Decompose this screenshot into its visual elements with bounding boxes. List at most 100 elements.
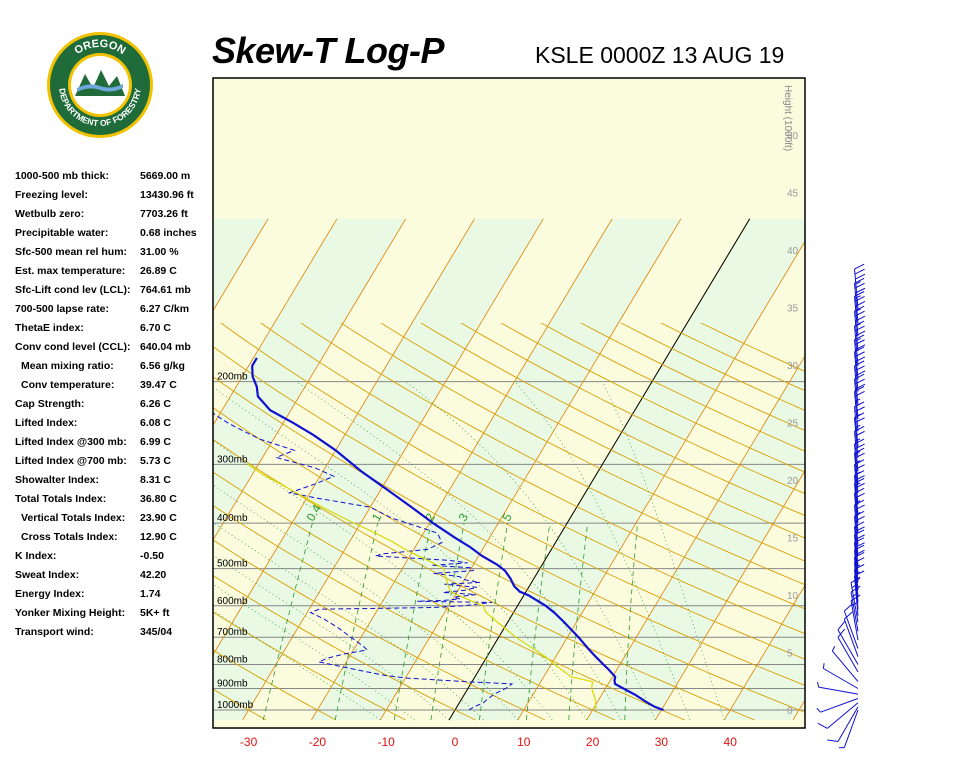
isotherm-line — [0, 219, 62, 720]
wind-barb-flag — [854, 438, 865, 445]
index-value: 39.47 C — [140, 379, 177, 391]
wind-barb — [817, 702, 859, 729]
pressure-label: 300mb — [217, 454, 248, 465]
wind-barb-staff — [854, 575, 859, 616]
pressure-label: 200mb — [217, 372, 248, 383]
pressure-label: 900mb — [217, 679, 248, 690]
wind-barb-flag — [854, 386, 865, 392]
wind-barb-staff — [854, 534, 859, 575]
isotherm-band — [213, 218, 544, 720]
logo-top-text: OREGON — [72, 38, 127, 57]
pressure-label: 1000mb — [217, 700, 254, 711]
plot-frame — [212, 77, 806, 729]
index-row: Lifted Index @700 mb: 5.73 C — [15, 455, 210, 474]
index-label: 1000-500 mb thick: — [15, 170, 109, 182]
index-value: 6.70 C — [140, 322, 171, 334]
wind-barb — [816, 698, 859, 713]
wind-barb-staff — [843, 610, 859, 649]
height-tick-label: 5 — [787, 649, 793, 660]
wind-barb-staff — [854, 526, 859, 567]
pressure-label: 800mb — [217, 654, 248, 665]
isotherm-line — [723, 584, 805, 721]
chart-title: Skew-T Log-P — [212, 30, 445, 71]
height-axis-label: Height (1000ft) — [782, 85, 793, 151]
wind-barb — [854, 263, 866, 309]
mixing-ratio-line — [479, 523, 509, 721]
wind-barb-staff — [854, 504, 859, 545]
index-row: Sfc-Lift cond lev (LCL): 764.61 mb — [15, 284, 210, 303]
index-row: Mean mixing ratio: 6.56 g/kg — [15, 360, 210, 379]
height-tick-label: 25 — [787, 419, 799, 430]
mixing-ratio-line — [526, 523, 551, 721]
index-label: Conv cond level (CCL): — [15, 341, 131, 353]
pressure-label: 700mb — [217, 627, 248, 638]
index-value: 6.56 g/kg — [140, 360, 185, 372]
wind-barb-flag — [855, 356, 866, 363]
moist-adiabat — [213, 440, 553, 721]
x-tick-label: -20 — [309, 735, 327, 749]
moist-adiabat — [213, 386, 587, 721]
wind-barb-staff — [850, 600, 859, 641]
wind-barb-staff — [854, 464, 859, 505]
wind-barb-staff — [854, 339, 859, 380]
x-tick-label: 30 — [655, 735, 669, 749]
index-row: Sweat Index: 42.20 — [15, 569, 210, 588]
dry-adiabat — [213, 376, 805, 686]
index-label: Showalter Index: — [15, 474, 100, 486]
index-row: Freezing level: 13430.96 ft — [15, 189, 210, 208]
wind-barb — [831, 645, 859, 682]
index-label: Energy Index: — [15, 588, 85, 600]
index-row: Conv temperature: 39.47 C — [15, 379, 210, 398]
index-value: 6.08 C — [140, 417, 171, 429]
wind-barb-staff — [831, 650, 859, 682]
wind-barb-staff — [854, 351, 859, 392]
index-row: ThetaE index: 6.70 C — [15, 322, 210, 341]
wind-barb-staff — [843, 618, 859, 657]
index-value: 345/04 — [140, 626, 173, 638]
index-label: Yonker Mixing Height: — [15, 607, 126, 619]
dry-adiabat — [460, 322, 805, 495]
wind-barb-staff — [854, 417, 859, 458]
isotherm-band — [793, 699, 805, 720]
height-tick-label: 40 — [787, 246, 799, 257]
wind-barb-half-flag — [851, 602, 857, 607]
isotherm-line — [586, 355, 805, 721]
wind-barb-staff — [843, 709, 859, 748]
wind-barb-staff — [818, 686, 859, 695]
dewpoint-line — [213, 412, 514, 711]
wind-barb-staff — [854, 443, 859, 484]
moist-adiabat — [213, 554, 450, 721]
height-tick-label: 35 — [787, 304, 799, 315]
wind-barb — [837, 621, 859, 665]
isotherm-band — [242, 218, 613, 720]
height-tick-label: 30 — [787, 361, 799, 372]
isotherm-line — [213, 218, 338, 427]
index-label: K Index: — [15, 550, 57, 562]
wind-barb-staff — [854, 431, 859, 472]
dry-adiabat — [213, 407, 805, 713]
wind-barb-half-flag — [816, 707, 821, 713]
dry-adiabat — [213, 649, 337, 721]
wind-barb-staff — [837, 637, 859, 673]
height-tick-label: 0 — [787, 706, 793, 717]
wind-barb-staff — [854, 391, 859, 432]
wind-barb-flag — [843, 611, 853, 620]
index-value: 8.31 C — [140, 474, 171, 486]
dry-adiabat — [213, 346, 805, 660]
index-value: 6.26 C — [140, 398, 171, 410]
height-tick-label: 50 — [787, 131, 799, 142]
wind-barb-half-flag — [822, 663, 825, 669]
index-row: Lifted Index: 6.08 C — [15, 417, 210, 436]
wind-barb-staff — [850, 582, 859, 623]
index-label: Transport wind: — [15, 626, 94, 638]
index-label: Vertical Totals Index: — [21, 512, 126, 524]
isotherm-band — [0, 219, 62, 720]
index-label: 700-500 lapse rate: — [15, 303, 109, 315]
x-tick-label: 20 — [586, 735, 600, 749]
dry-adiabat — [213, 611, 406, 721]
wind-barb — [843, 611, 859, 657]
height-tick-label: 15 — [787, 534, 799, 545]
wind-barb-flag — [837, 628, 846, 638]
dry-adiabat — [500, 322, 805, 473]
